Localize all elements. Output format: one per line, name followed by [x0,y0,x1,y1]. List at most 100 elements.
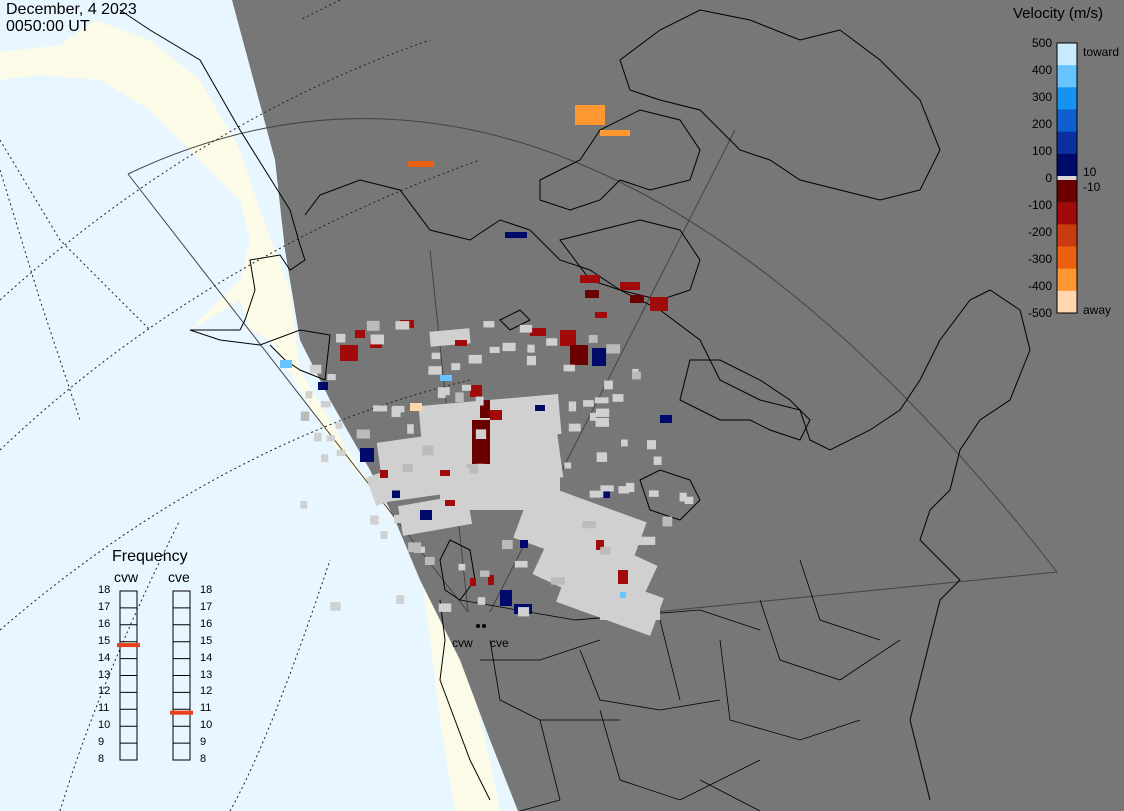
velocity-cell [620,592,626,598]
ground-scatter-speck [437,391,446,399]
site-label-cvw: cvw [452,636,473,650]
frequency-scale-label: 9 [200,736,207,749]
velocity-cell [620,282,640,290]
ground-scatter-speck [424,556,435,565]
frequency-scale-label: 14 [200,651,213,664]
ground-scatter-speck [407,424,414,434]
ground-scatter-speck [648,490,659,497]
toward-label: toward [1083,45,1120,59]
ground-scatter-speck [653,456,662,465]
frequency-scale-label: 10 [98,719,111,732]
colorbar-toward-band [1057,87,1077,110]
ground-scatter-speck [589,490,604,498]
ground-scatter-speck [366,320,380,331]
day-land [0,20,500,811]
ground-scatter-cell [500,420,540,440]
ground-scatter-speck [468,354,482,364]
velocity-cell [585,290,599,298]
colorbar-tick-label: -200 [1027,225,1052,239]
ground-scatter-speck [662,516,673,527]
colorbar-tick-label: -500 [1027,306,1052,320]
colorbar-tick-label: 200 [1031,117,1052,131]
velocity-cell [560,330,576,346]
ground-scatter-speck [422,445,434,456]
frequency-panel [117,590,193,761]
ground-scatter-speck [502,342,516,352]
ground-scatter-speck [546,338,558,346]
frequency-scale-label: 12 [98,685,111,698]
ground-scatter-speck [455,392,464,403]
velocity-cell [445,500,455,506]
frequency-title: Frequency [112,548,188,565]
velocity-cell [618,570,628,584]
ground-scatter-speck [514,560,528,568]
velocity-cell [410,403,422,411]
ground-scatter-speck [394,514,402,524]
ground-scatter-speck [634,536,646,546]
frequency-scale-label: 17 [98,600,111,613]
velocity-cell [280,360,292,368]
colorbar-toward-band [1057,153,1077,177]
site-label-cve: cve [490,636,509,650]
frequency-scale-label: 11 [200,702,212,715]
velocity-cell [575,105,605,125]
frequency-scale-label: 9 [98,736,105,749]
ground-scatter-speck [511,411,518,422]
colorbar-tick-label: 400 [1031,63,1052,77]
velocity-cell [470,578,476,586]
ground-scatter-speck [526,355,536,366]
ground-scatter-speck [600,485,614,492]
velocity-cell [420,510,432,520]
ground-scatter-speck [534,447,542,458]
colorbar-away-band [1057,224,1077,247]
colorbar-toward-band [1057,109,1077,133]
velocity-cell [660,415,672,423]
ground-scatter-speck [583,400,594,407]
frequency-scale-label: 11 [98,702,110,715]
velocity-cell [318,382,328,390]
radar-site-cvw [476,624,480,628]
ground-scatter-cell [480,480,540,510]
ground-scatter-speck [466,464,478,474]
frequency-scale-label: 15 [98,634,111,647]
away-label: away [1083,303,1112,317]
ground-scatter-speck [305,391,313,399]
colorbar-tick-label: 300 [1031,90,1052,104]
ground-scatter-speck [320,401,331,408]
ground-scatter-speck [594,397,609,404]
ground-scatter-speck [356,429,370,439]
ground-scatter-speck [460,467,470,474]
velocity-cell [535,405,545,411]
ground-scatter-speck [518,607,530,617]
velocity-cell [596,540,604,550]
velocity-cell [455,340,467,346]
velocity-cell [595,312,607,318]
velocity-cell [472,420,490,464]
ground-scatter-speck [582,521,596,529]
ground-scatter-speck [502,539,513,550]
ground-scatter-speck [588,335,598,343]
frequency-scale-label: 13 [200,668,213,681]
ground-scatter-speck [431,352,441,360]
ground-scatter-cell [600,600,660,620]
ground-scatter-speck [440,421,448,432]
ground-scatter-speck [477,597,486,605]
velocity-cell [380,470,388,478]
colorbar-away-band [1057,290,1077,314]
frequency-indicator-cvw [117,643,140,648]
velocity-cell [355,330,365,338]
ground-scatter-speck [646,440,657,450]
ground-scatter-speck [438,387,450,396]
ground-scatter-speck [335,422,343,429]
ground-scatter-speck [527,344,535,353]
ground-scatter-speck [438,603,452,612]
backscatter-cells [280,105,694,636]
ground-scatter-speck [618,486,630,494]
ground-scatter-speck [475,396,484,406]
ground-scatter-speck [479,570,490,577]
colorbar-toward-band [1057,65,1077,88]
ground-scatter-speck [326,435,335,442]
ground-scatter-speck [330,602,341,611]
ground-scatter-speck [373,405,388,412]
